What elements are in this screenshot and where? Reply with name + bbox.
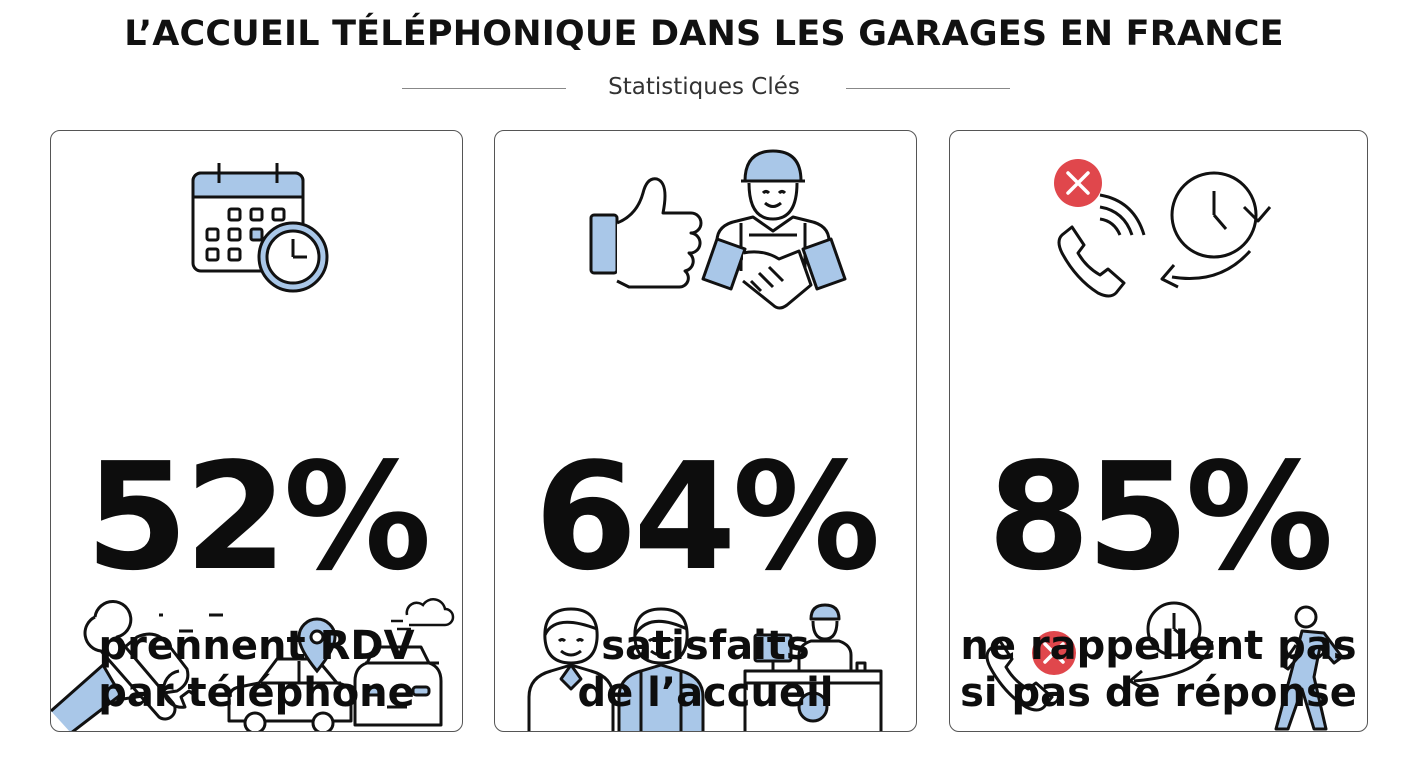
page-title: L’ACCUEIL TÉLÉPHONIQUE DANS LES GARAGES …: [124, 14, 1284, 54]
stat-label-line1: ne rappellent pas: [960, 623, 1357, 669]
stat-label: prennent RDV par téléphone: [51, 623, 462, 717]
clock-small-icon: [1128, 601, 1214, 691]
page-subtitle: Statistiques Clés: [608, 74, 800, 100]
location-pin-icon: [297, 617, 337, 674]
stat-card-satisfaction: 64% satisfaits de l’accueil: [494, 130, 917, 732]
walking-person-icon: [1274, 605, 1344, 731]
car-front-icon: [353, 645, 443, 727]
thumbs-up-icon: [589, 177, 703, 289]
stat-label: ne rappellent pas si pas de réponse: [950, 623, 1367, 717]
stat-label-line1: satisfaits: [601, 623, 810, 669]
card-illustrations: [985, 159, 1344, 731]
stat-card-no-callback: 85% ne rappellent pas si pas de réponse: [949, 130, 1368, 732]
stat-label-line2: par téléphone: [98, 670, 415, 716]
stat-label: satisfaits de l’accueil: [495, 623, 916, 717]
handshake-icon: [701, 237, 847, 310]
clock-icon: [257, 221, 329, 293]
cloud-icon: [391, 598, 455, 631]
stat-value: 52%: [85, 431, 431, 603]
stat-label-line2: si pas de réponse: [960, 670, 1357, 716]
stat-label-line1: prennent RDV: [98, 623, 415, 669]
stat-card-appointments: 52% prennent RDV par téléphone: [50, 130, 463, 732]
reception-desk-icon: [743, 603, 883, 731]
wrench-hand-icon: [51, 600, 223, 731]
subtitle-divider-left: [402, 88, 566, 89]
subtitle-divider-right: [846, 88, 1010, 89]
stat-value: 64%: [534, 431, 880, 603]
missed-call-icon: [1054, 159, 1102, 207]
phone-icon: [1057, 193, 1146, 298]
stat-value: 85%: [987, 431, 1333, 603]
stat-label-line2: de l’accueil: [577, 670, 834, 716]
car-icon: [227, 657, 353, 731]
card-illustrations: [51, 163, 455, 731]
people-icon: [527, 607, 705, 731]
phone-missed-bottom-icon: [985, 631, 1076, 712]
card-illustrations: [527, 149, 883, 731]
clock-arrow-icon: [1160, 171, 1272, 289]
subtitle-row: Statistiques Clés: [0, 72, 1408, 104]
